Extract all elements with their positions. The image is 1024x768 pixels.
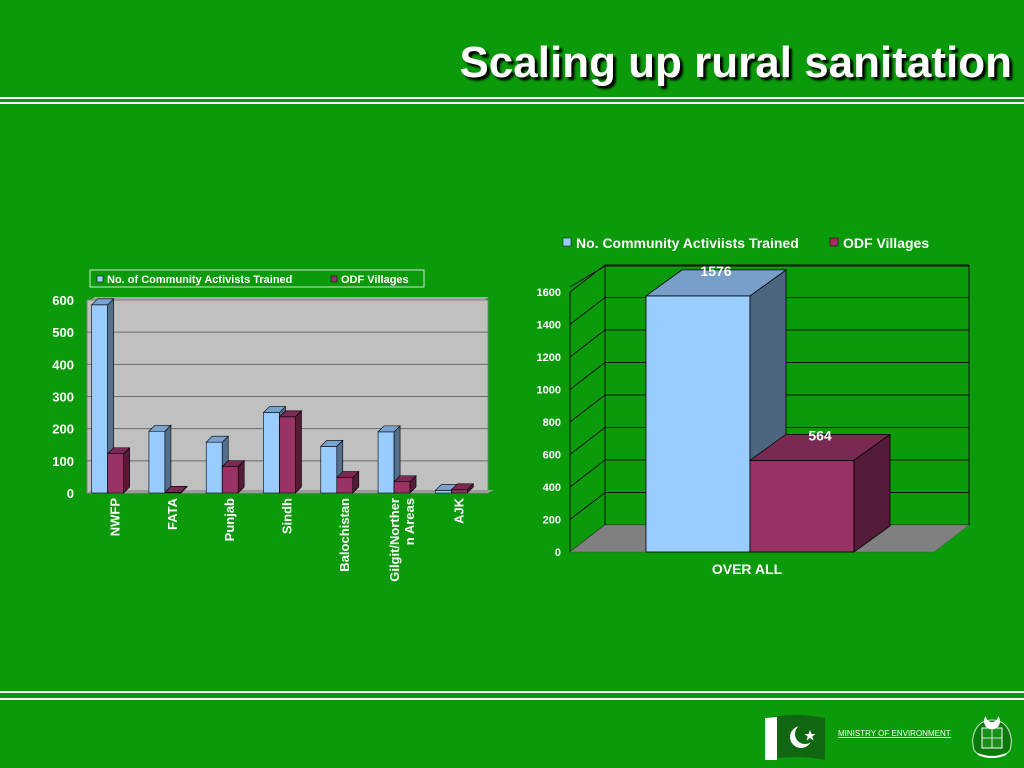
gridline [569, 264, 969, 293]
legend-label-odf: ODF Villages [843, 235, 929, 251]
header-divider [0, 97, 1024, 99]
y-tick-label: 800 [543, 417, 561, 429]
gridline [569, 265, 969, 288]
y-tick-label: 200 [543, 515, 561, 527]
bar-trained [148, 424, 172, 494]
legend-swatch-odf [330, 275, 338, 283]
gridline [569, 362, 969, 390]
plot-area [86, 299, 489, 494]
gridline [569, 427, 969, 455]
bar-trained: 1576 [644, 263, 788, 553]
bar-trained [377, 425, 401, 494]
x-category-label: FATA [165, 497, 180, 530]
y-tick-label: 600 [543, 450, 561, 462]
gridline [569, 394, 969, 423]
bar-odf [221, 459, 245, 494]
y-tick-label: 1000 [537, 385, 561, 397]
y-tick-label: 1600 [537, 287, 561, 299]
gridline [569, 329, 969, 358]
y-tick-label: 100 [52, 454, 74, 469]
bar-trained [434, 483, 459, 494]
x-category-label: OVER ALL [712, 561, 783, 577]
bar-odf [450, 483, 475, 494]
y-tick-label: 1400 [537, 320, 561, 332]
x-category-label: Balochistan [337, 498, 352, 572]
slide-title: Scaling up rural sanitation [459, 38, 1012, 87]
legend-swatch-trained [96, 275, 104, 283]
pakistan-flag-icon [765, 715, 825, 760]
legend-box [89, 269, 425, 288]
legend-label-trained: No. Community Activiists Trained [576, 235, 799, 251]
footer-divider [0, 698, 1024, 700]
x-category-label: AJK [451, 497, 466, 524]
y-tick-label: 600 [52, 293, 74, 308]
gridline [569, 297, 969, 325]
bar-odf [393, 475, 417, 494]
y-tick-label: 0 [67, 486, 74, 501]
bar-trained [205, 435, 229, 494]
y-tick-label: 400 [52, 357, 74, 372]
plot-floor [87, 490, 494, 493]
y-tick-label: 400 [543, 482, 561, 494]
gridline [569, 459, 969, 488]
data-label: 1576 [700, 263, 731, 279]
bar-odf [164, 485, 188, 494]
bar-trained [90, 298, 115, 494]
x-category-label: Sindh [280, 498, 295, 534]
y-tick-label: 200 [52, 422, 74, 437]
bar-trained [262, 405, 287, 494]
plot-floor [569, 524, 970, 553]
legend-swatch-trained [562, 237, 572, 247]
y-tick-label: 0 [555, 547, 561, 559]
y-tick-label: 500 [52, 325, 74, 340]
gridline [569, 492, 969, 520]
bar-trained [320, 439, 344, 494]
y-tick-label: 300 [52, 390, 74, 405]
bar-odf [278, 410, 303, 494]
gridline [569, 524, 969, 553]
legend-swatch-odf [829, 237, 839, 247]
bar-odf [106, 447, 131, 494]
header-divider [0, 102, 1024, 104]
ministry-label: MINISTRY OF ENVIRONMENT [838, 729, 951, 738]
footer-divider [0, 691, 1024, 693]
bar-odf [336, 470, 360, 494]
x-category-label: NWFP [108, 498, 123, 537]
bar-odf: 564 [748, 427, 892, 553]
government-emblem-icon [972, 716, 1012, 758]
plot-wall-top [87, 297, 489, 302]
legend-label-trained: No. of Community Activists Trained [107, 274, 292, 286]
data-label: 564 [808, 427, 832, 443]
legend-label-odf: ODF Villages [341, 274, 409, 286]
x-category-label: Punjab [222, 498, 237, 541]
y-tick-label: 1200 [537, 352, 561, 364]
x-category-label: Gilgit/Northern Areas [387, 498, 417, 582]
